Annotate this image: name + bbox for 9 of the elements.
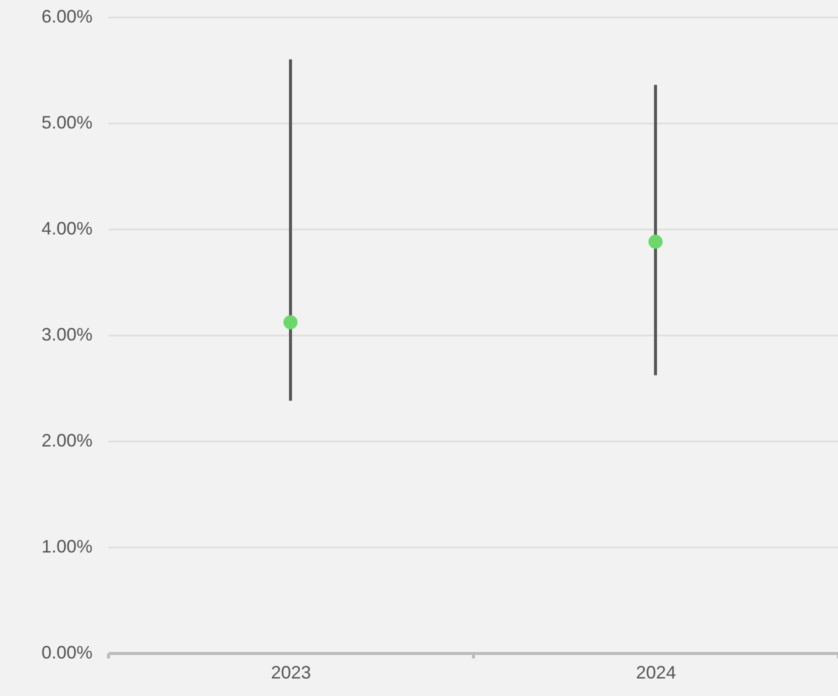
x-tick-label: 2024 [636, 662, 676, 682]
y-tick-label: 4.00% [41, 218, 92, 238]
y-tick-label: 0.00% [41, 642, 92, 662]
y-tick-label: 1.00% [41, 536, 92, 556]
y-tick-label: 3.00% [41, 324, 92, 344]
y-tick-label: 6.00% [41, 6, 92, 26]
y-tick-label: 2.00% [41, 430, 92, 450]
y-tick-label: 5.00% [41, 112, 92, 132]
x-tick-label: 2023 [270, 662, 312, 682]
